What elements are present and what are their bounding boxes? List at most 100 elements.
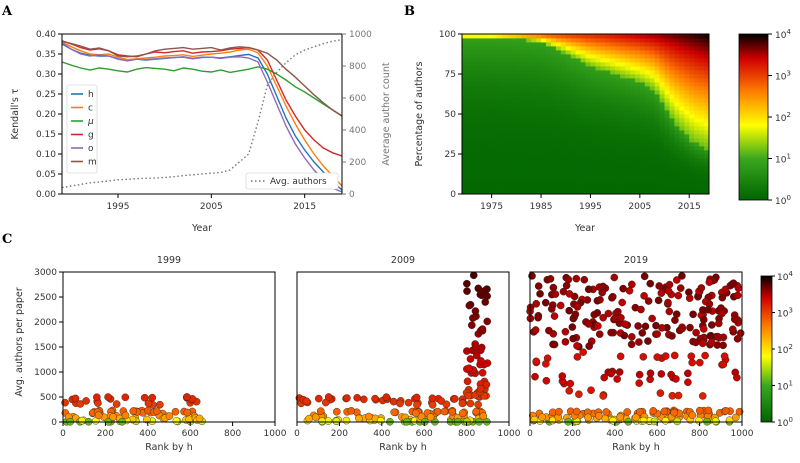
heatmap-cell bbox=[550, 82, 557, 87]
heatmap-cell bbox=[541, 98, 547, 103]
scatter-point bbox=[569, 334, 577, 343]
heatmap-cell bbox=[496, 142, 502, 147]
heatmap-cell bbox=[600, 118, 606, 123]
heatmap-cell bbox=[476, 66, 483, 71]
heatmap-cell bbox=[536, 118, 542, 123]
heatmap-cell bbox=[575, 46, 581, 51]
heatmap-cell bbox=[620, 146, 626, 151]
heatmap-cell bbox=[704, 170, 710, 175]
heatmap-cell bbox=[486, 130, 493, 135]
heatmap-cell bbox=[659, 38, 665, 43]
heatmap-cell bbox=[654, 138, 660, 143]
heatmap-cell bbox=[669, 134, 675, 139]
heatmap-cell bbox=[659, 74, 665, 79]
heatmap-cell bbox=[575, 50, 581, 55]
heatmap-cell bbox=[620, 178, 626, 183]
heatmap-cell bbox=[679, 38, 685, 43]
heatmap-cell bbox=[684, 142, 690, 147]
heatmap-cell bbox=[595, 42, 601, 47]
heatmap-cell bbox=[600, 86, 606, 91]
heatmap-cell bbox=[649, 154, 656, 159]
heatmap-cell bbox=[600, 130, 606, 135]
heatmap-cell bbox=[526, 66, 532, 71]
heatmap-cell bbox=[620, 162, 626, 167]
heatmap-cell bbox=[486, 106, 493, 111]
scatter-point bbox=[156, 400, 164, 409]
heatmap-cell bbox=[565, 186, 572, 191]
heatmap-cell bbox=[674, 46, 680, 51]
heatmap-cell bbox=[545, 114, 552, 119]
heatmap-cell bbox=[570, 162, 577, 167]
scatter-point bbox=[565, 387, 574, 395]
heatmap-cell bbox=[541, 146, 547, 151]
series-line-6 bbox=[61, 40, 343, 117]
heatmap-cell bbox=[511, 50, 517, 55]
heatmap-cell bbox=[659, 166, 665, 171]
heatmap-cell bbox=[481, 130, 488, 135]
heatmap-cell bbox=[506, 38, 512, 43]
heatmap-cell bbox=[506, 154, 512, 159]
heatmap-cell bbox=[526, 186, 532, 191]
heatmap-cell bbox=[565, 134, 572, 139]
heatmap-cell bbox=[629, 86, 636, 91]
heatmap-cell bbox=[496, 146, 502, 151]
heatmap-cell bbox=[634, 110, 641, 115]
heatmap-cell bbox=[654, 42, 660, 47]
heatmap-cell bbox=[506, 126, 512, 131]
heatmap-cell bbox=[462, 166, 468, 171]
heatmap-cell bbox=[471, 174, 478, 179]
heatmap-cell bbox=[669, 34, 675, 39]
heatmap-cell bbox=[625, 74, 631, 79]
scatter-point bbox=[463, 377, 472, 386]
scatter-point bbox=[471, 307, 480, 315]
heatmap-cell bbox=[639, 154, 646, 159]
heatmap-cell bbox=[550, 158, 557, 163]
heatmap-cell bbox=[506, 114, 512, 119]
heatmap-cell bbox=[545, 42, 552, 47]
heatmap-cell bbox=[575, 94, 581, 99]
heatmap-cell bbox=[620, 150, 626, 155]
heatmap-cell bbox=[600, 74, 606, 79]
heatmap-cell bbox=[674, 150, 680, 155]
heatmap-cell bbox=[605, 90, 611, 95]
heatmap-cell bbox=[511, 166, 517, 171]
heatmap-cell bbox=[674, 170, 680, 175]
heatmap-cell bbox=[664, 74, 670, 79]
heatmap-cell bbox=[462, 114, 468, 119]
heatmap-cell bbox=[615, 174, 621, 179]
heatmap-cell bbox=[620, 134, 626, 139]
heatmap-cell bbox=[516, 70, 522, 75]
heatmap-cell bbox=[521, 182, 527, 187]
scatter-point bbox=[573, 353, 582, 361]
heatmap-cell bbox=[541, 62, 547, 67]
heatmap-cell bbox=[462, 122, 468, 127]
heatmap-cell bbox=[699, 38, 705, 43]
scatter-point bbox=[477, 357, 485, 365]
heatmap-cell bbox=[486, 122, 493, 127]
heatmap-cell bbox=[466, 186, 473, 191]
heatmap-cell bbox=[659, 78, 665, 83]
heatmap-cell bbox=[610, 54, 616, 59]
heatmap-cell bbox=[625, 78, 631, 83]
scatter-point bbox=[732, 413, 740, 422]
heatmap-cell bbox=[620, 34, 626, 39]
heatmap-cell bbox=[654, 162, 660, 167]
heatmap-cell bbox=[605, 146, 611, 151]
heatmap-cell bbox=[590, 42, 596, 47]
heatmap-cell bbox=[560, 158, 567, 163]
scatter-point bbox=[692, 328, 700, 337]
heatmap-cell bbox=[694, 158, 700, 163]
heatmap-cell bbox=[476, 162, 483, 167]
heatmap-cell bbox=[486, 178, 493, 183]
scatter-point bbox=[478, 325, 487, 333]
heatmap-cell bbox=[674, 42, 680, 47]
heatmap-cell bbox=[516, 158, 522, 163]
heatmap-cell bbox=[476, 174, 483, 179]
heatmap-cell bbox=[550, 62, 557, 67]
scatter-point bbox=[608, 294, 616, 302]
scatter-point bbox=[704, 406, 713, 415]
y-tick-label: 100 bbox=[439, 30, 456, 40]
heatmap-cell bbox=[659, 50, 665, 55]
heatmap-cell bbox=[545, 86, 552, 91]
heatmap-cell bbox=[684, 98, 690, 103]
